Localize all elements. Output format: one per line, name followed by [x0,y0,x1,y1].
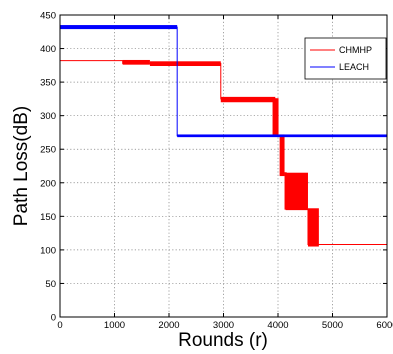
series-line-leach [60,26,387,137]
y-tick-label: 50 [45,279,56,290]
y-tick-label: 150 [40,212,56,223]
x-tick-label: 4000 [267,320,288,331]
y-tick-label: 250 [40,145,56,156]
series-band-chmhp [279,134,285,177]
y-tick-label: 400 [40,44,56,55]
y-tick-label: 350 [40,78,56,89]
y-tick-label: 100 [40,245,56,256]
y-axis-label: Path Loss(dB) [11,106,32,226]
x-tick-label: 0 [57,320,62,331]
y-tick-label: 0 [51,313,56,324]
legend-label-chmhp: CHMHP [339,45,372,55]
y-tick-label: 450 [40,11,56,22]
x-tick-label: 5000 [322,320,343,331]
series-band-chmhp [284,172,308,210]
legend: CHMHP LEACH [304,37,387,80]
data-series [60,25,387,247]
series-band-chmhp [307,208,319,247]
x-tick-label: 1000 [104,320,125,331]
legend-label-leach: LEACH [339,62,369,72]
x-axis-label: Rounds (r) [178,330,268,351]
series-band-chmhp [220,96,276,103]
x-tick-label: 2000 [158,320,179,331]
series-band-chmhp [122,59,150,65]
y-tick-label: 200 [40,178,56,189]
y-tick-label: 300 [40,111,56,122]
x-tick-label: 3000 [213,320,234,331]
legend-box [304,37,387,80]
